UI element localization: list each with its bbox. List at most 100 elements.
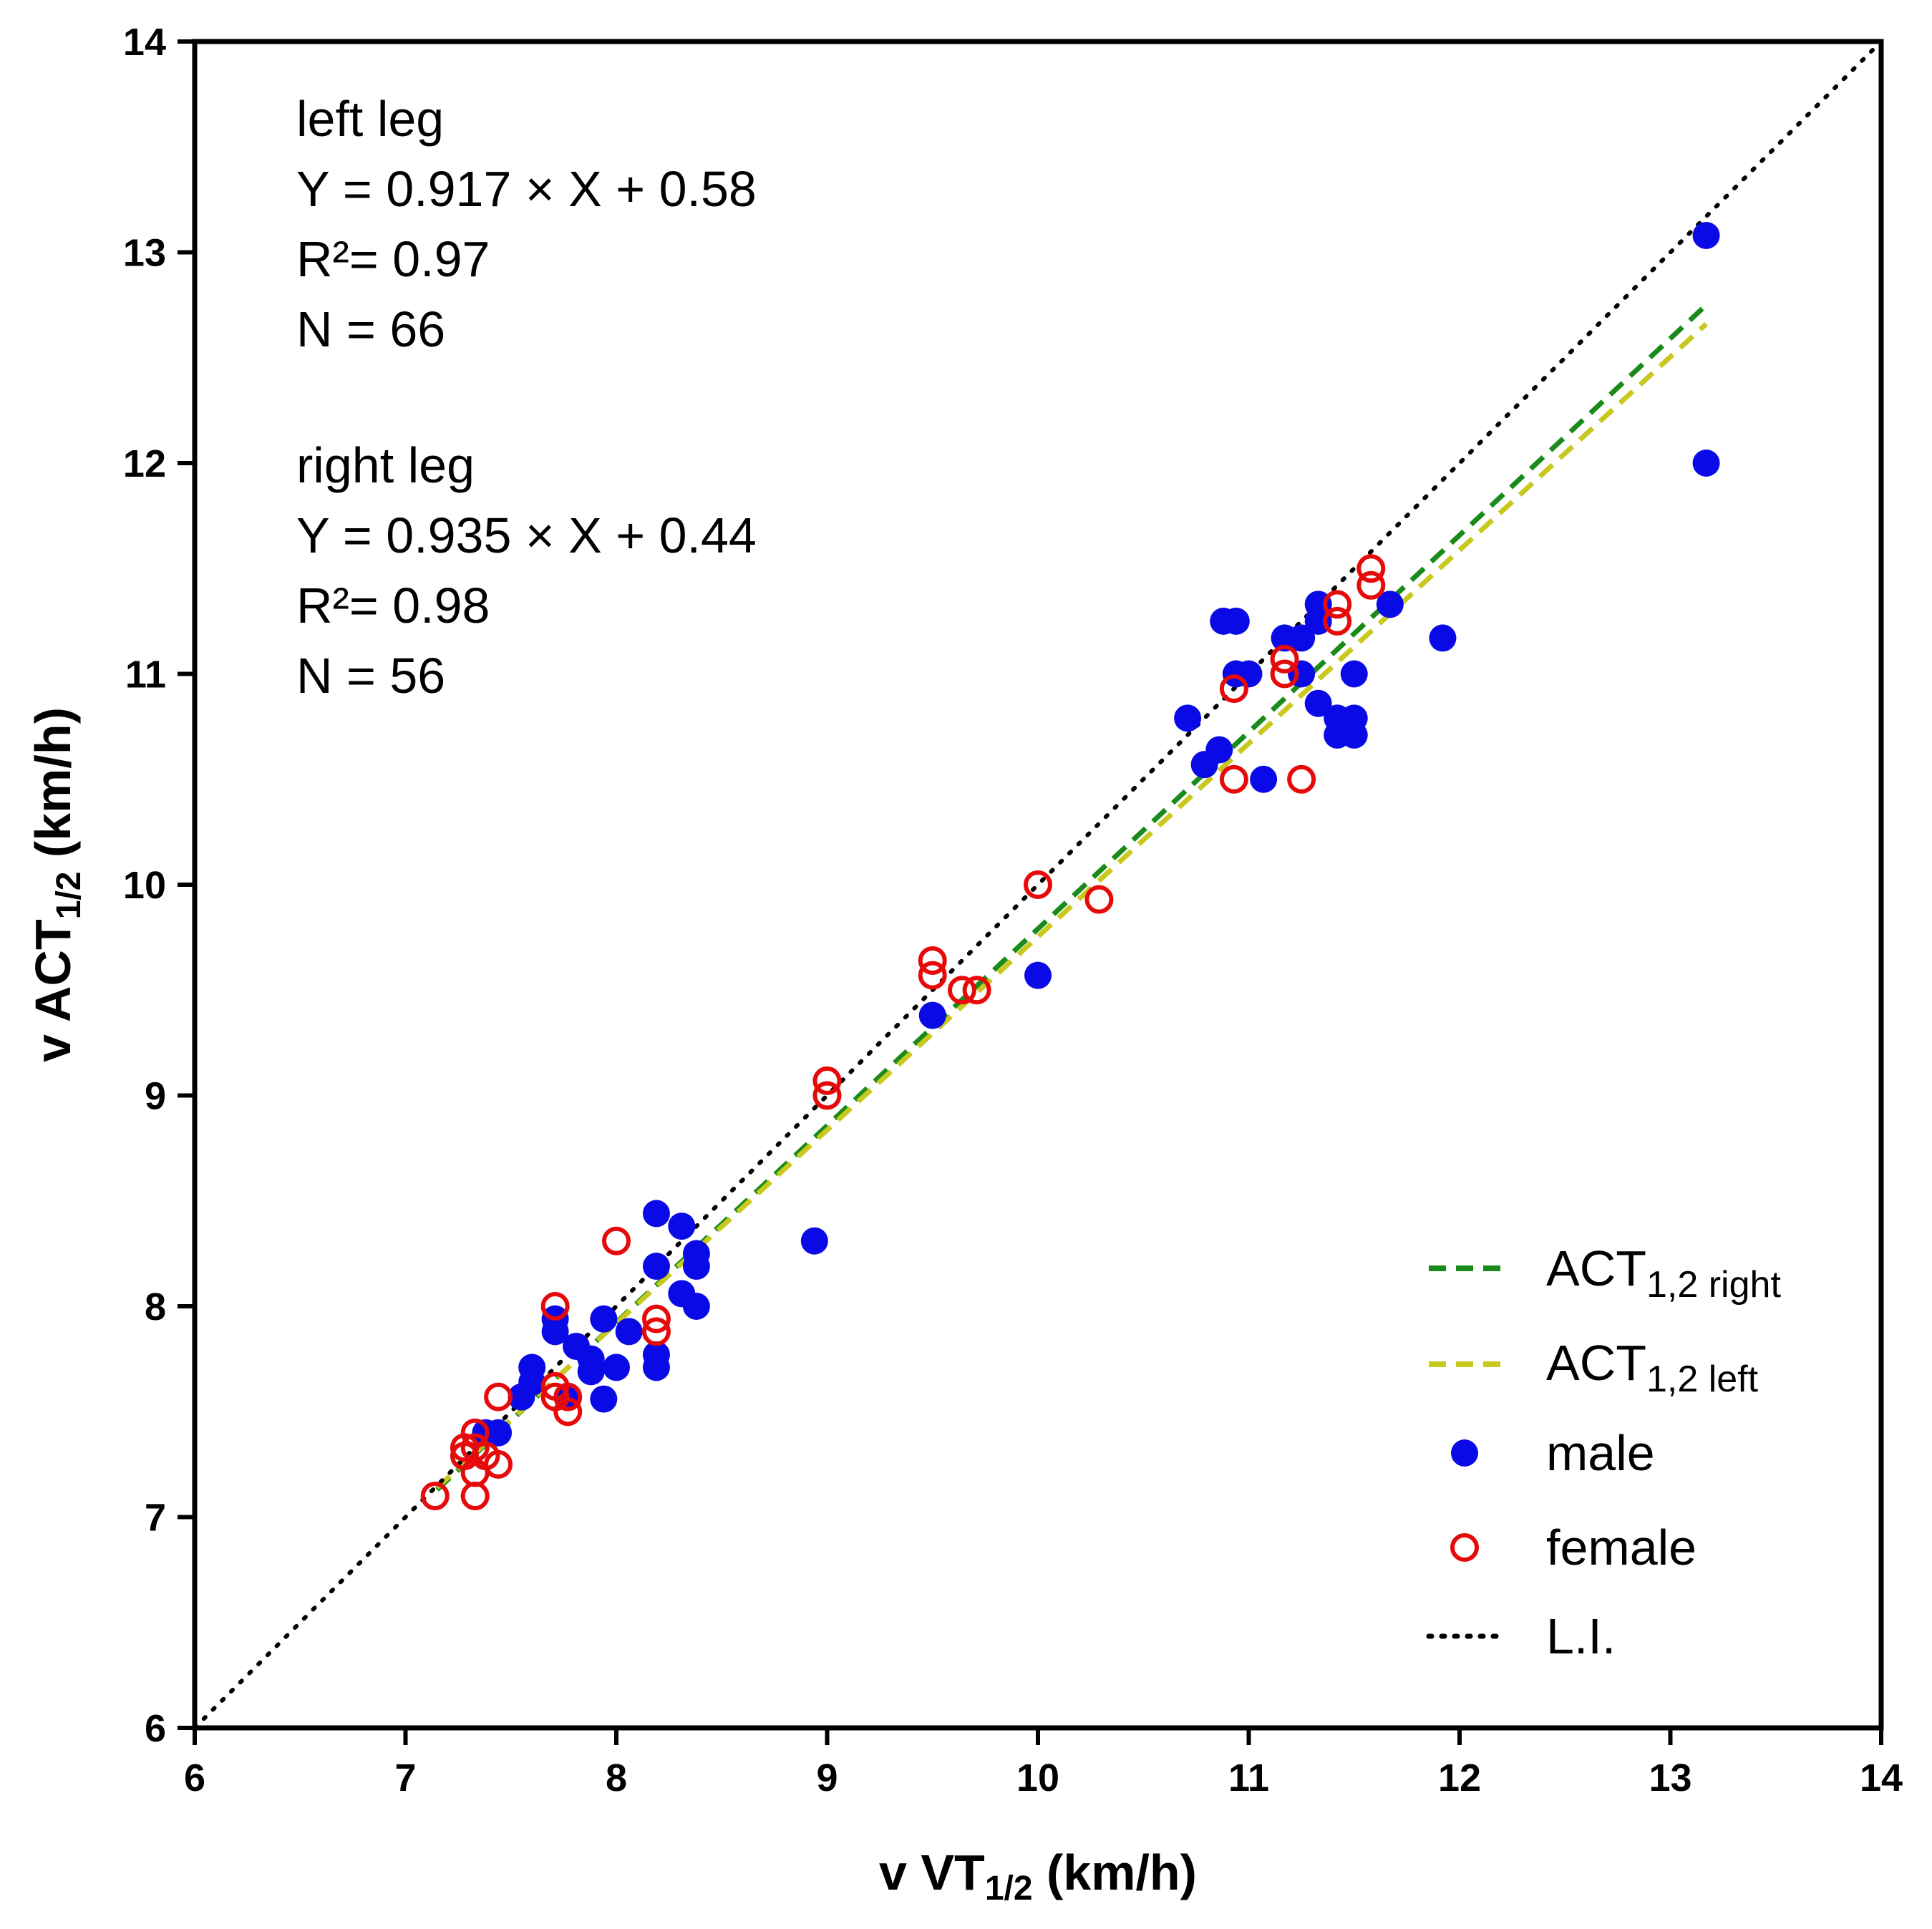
female-point	[812, 1066, 842, 1095]
line-act-left	[435, 322, 1708, 1490]
male-point	[1250, 765, 1278, 793]
regression-annotation-left: left leg Y = 0.917 × X + 0.58 R²= 0.97 N…	[296, 91, 757, 357]
y-tick-label: 9	[145, 1075, 166, 1118]
y-tick-label: 6	[145, 1707, 166, 1750]
annotation-right-r2: R²= 0.98	[296, 578, 490, 633]
x-axis-title: v VT1/2 (km/h)	[879, 1845, 1197, 1908]
male-point	[1429, 624, 1457, 652]
x-tick-label: 10	[1016, 1756, 1059, 1799]
legend-label-act-left: ACT1,2 left	[1546, 1335, 1759, 1400]
female-point	[553, 1397, 583, 1427]
female-point	[553, 1382, 583, 1411]
male-point	[508, 1383, 535, 1411]
legend-label-li: L.I.	[1546, 1608, 1616, 1664]
y-tick-label: 7	[145, 1497, 166, 1540]
male-point	[668, 1213, 696, 1240]
y-tick-label: 10	[123, 864, 166, 907]
annotation-left-equation: Y = 0.917 × X + 0.58	[296, 161, 757, 217]
male-point	[1304, 689, 1332, 717]
legend-act-right-sub: 1,2 right	[1646, 1264, 1781, 1306]
legend-act-left-main: ACT	[1546, 1335, 1646, 1391]
male-point	[1340, 721, 1368, 749]
legend-act-left-sub: 1,2 left	[1646, 1359, 1759, 1400]
male-point	[1692, 450, 1720, 477]
male-point	[1376, 591, 1404, 618]
legend: ACT1,2 right ACT1,2 left male female L.I…	[1426, 1240, 1781, 1664]
male-point	[1271, 624, 1298, 652]
female-point	[484, 1382, 513, 1411]
x-tick-label: 8	[606, 1756, 627, 1799]
male-point	[1174, 704, 1202, 732]
male-point	[918, 1001, 946, 1029]
regression-annotation-right: right leg Y = 0.935 × X + 0.44 R²= 0.98 …	[296, 437, 757, 704]
line-act-right	[435, 303, 1708, 1492]
female-point	[918, 946, 947, 976]
male-point	[541, 1318, 569, 1346]
x-tick-label: 11	[1228, 1756, 1269, 1799]
female-point	[484, 1449, 513, 1479]
female-point	[918, 961, 947, 990]
female-point	[1287, 764, 1316, 794]
male-point	[642, 1253, 670, 1281]
x-tick-label: 14	[1860, 1756, 1903, 1799]
annotation-right-n: N = 56	[296, 648, 445, 704]
annotation-right-title: right leg	[296, 437, 475, 493]
annotation-left-n: N = 66	[296, 301, 445, 357]
y-tick-label: 13	[123, 232, 166, 275]
legend-swatch-male	[1451, 1439, 1478, 1467]
female-point	[947, 976, 976, 1005]
y-tick-label: 11	[125, 653, 166, 696]
x-tick-label: 7	[394, 1756, 416, 1799]
male-point	[682, 1253, 710, 1281]
female-point	[812, 1081, 842, 1110]
female-point	[1270, 644, 1299, 674]
x-axis-title-sub: 1/2	[985, 1870, 1033, 1908]
female-point	[962, 976, 991, 1005]
female-point	[641, 1317, 671, 1346]
male-point	[1190, 751, 1218, 779]
male-point	[603, 1354, 630, 1381]
y-axis-title-main: v ACT	[25, 919, 81, 1062]
legend-label-female: female	[1546, 1520, 1696, 1575]
male-point	[800, 1227, 828, 1255]
y-tick-label: 8	[145, 1286, 166, 1328]
male-point	[615, 1318, 643, 1346]
x-tick-label: 13	[1649, 1756, 1691, 1799]
x-tick-label: 9	[816, 1756, 838, 1799]
female-point	[1323, 590, 1352, 619]
male-point	[642, 1200, 670, 1228]
legend-label-act-right: ACT1,2 right	[1546, 1240, 1781, 1306]
y-axis-title-sub: 1/2	[50, 872, 88, 920]
male-point	[1024, 961, 1052, 989]
male-point	[1340, 660, 1368, 688]
legend-swatch-female	[1450, 1533, 1479, 1562]
y-axis-title-unit: (km/h)	[25, 707, 81, 871]
y-tick-label: 12	[123, 442, 166, 485]
female-point	[420, 1482, 450, 1511]
female-point	[641, 1304, 671, 1333]
legend-act-right-main: ACT	[1546, 1240, 1646, 1296]
annotation-right-equation: Y = 0.935 × X + 0.44	[296, 507, 757, 563]
female-point	[1356, 554, 1386, 583]
female-point	[602, 1226, 631, 1255]
x-axis-title-unit: (km/h)	[1033, 1845, 1197, 1900]
female-point	[1219, 674, 1248, 704]
male-point	[1235, 660, 1263, 688]
annotation-left-title: left leg	[296, 91, 444, 147]
x-tick-label: 12	[1438, 1756, 1481, 1799]
x-tick-label: 6	[184, 1756, 205, 1799]
male-point	[1222, 607, 1250, 635]
female-point	[1219, 764, 1248, 794]
y-tick-label: 14	[123, 21, 166, 64]
female-point	[1084, 885, 1114, 914]
y-axis-title: v ACT1/2 (km/h)	[25, 707, 88, 1062]
male-point	[682, 1293, 710, 1320]
female-point	[460, 1482, 490, 1511]
male-point	[642, 1354, 670, 1381]
points-layer	[420, 221, 1720, 1511]
x-axis-title-main: v VT	[879, 1845, 985, 1900]
male-point	[590, 1305, 618, 1333]
ticks-layer: 6 7 8 9 10 11 12 13 14 6 7 8 9 10 11 12 13 14	[123, 21, 1903, 1799]
legend-label-male: male	[1546, 1425, 1655, 1481]
